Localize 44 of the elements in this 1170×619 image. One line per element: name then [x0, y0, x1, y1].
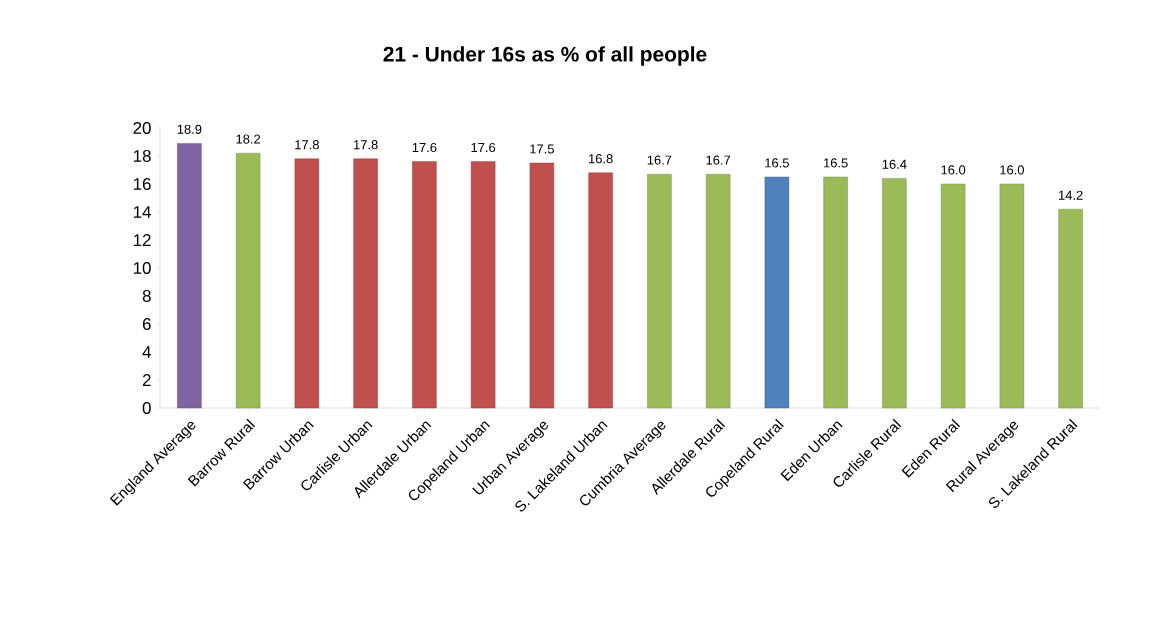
y-tick-label: 12 — [133, 234, 151, 246]
data-label: 16.4 — [882, 159, 907, 169]
chart-title: 21 - Under 16s as % of all people — [383, 46, 707, 66]
y-tick-label: 16 — [133, 178, 151, 190]
data-label: 14.2 — [1059, 190, 1083, 200]
data-label: 18.9 — [177, 124, 202, 134]
data-label: 17.6 — [412, 142, 437, 153]
bar — [529, 162, 555, 409]
y-tick-label: 10 — [133, 262, 151, 274]
bar — [882, 178, 907, 409]
bar — [470, 161, 496, 409]
y-tick-label: 8 — [142, 290, 151, 302]
bar — [647, 174, 672, 409]
bar — [588, 172, 613, 409]
bar — [764, 176, 790, 409]
bar — [705, 174, 731, 409]
bar — [1058, 209, 1083, 409]
data-label: 17.8 — [295, 140, 319, 150]
data-label: 16.8 — [589, 154, 613, 164]
data-label: 17.5 — [530, 144, 554, 154]
data-label: 16.5 — [765, 158, 789, 168]
bar — [353, 158, 378, 409]
y-tick-label: 4 — [142, 346, 151, 358]
data-label: 16.7 — [706, 155, 731, 165]
y-tick-label: 20 — [133, 122, 151, 134]
bar — [412, 161, 437, 409]
bar — [823, 176, 848, 409]
bar — [177, 143, 202, 409]
bar — [235, 153, 261, 409]
y-tick-label: 14 — [133, 206, 151, 218]
bar — [940, 183, 966, 409]
bar — [999, 183, 1025, 409]
data-label: 16.5 — [824, 158, 848, 168]
data-label: 16.0 — [941, 165, 966, 175]
data-label: 16.0 — [1000, 165, 1024, 175]
y-tick-label: 6 — [142, 318, 151, 330]
y-tick-label: 2 — [142, 374, 151, 386]
y-tick-label: 18 — [133, 150, 151, 162]
y-tick-label: 0 — [142, 402, 151, 414]
bar — [294, 158, 320, 409]
data-label: 17.6 — [471, 142, 496, 153]
data-label: 17.8 — [354, 140, 378, 150]
data-label: 16.7 — [647, 155, 672, 165]
data-label: 18.2 — [236, 134, 261, 144]
